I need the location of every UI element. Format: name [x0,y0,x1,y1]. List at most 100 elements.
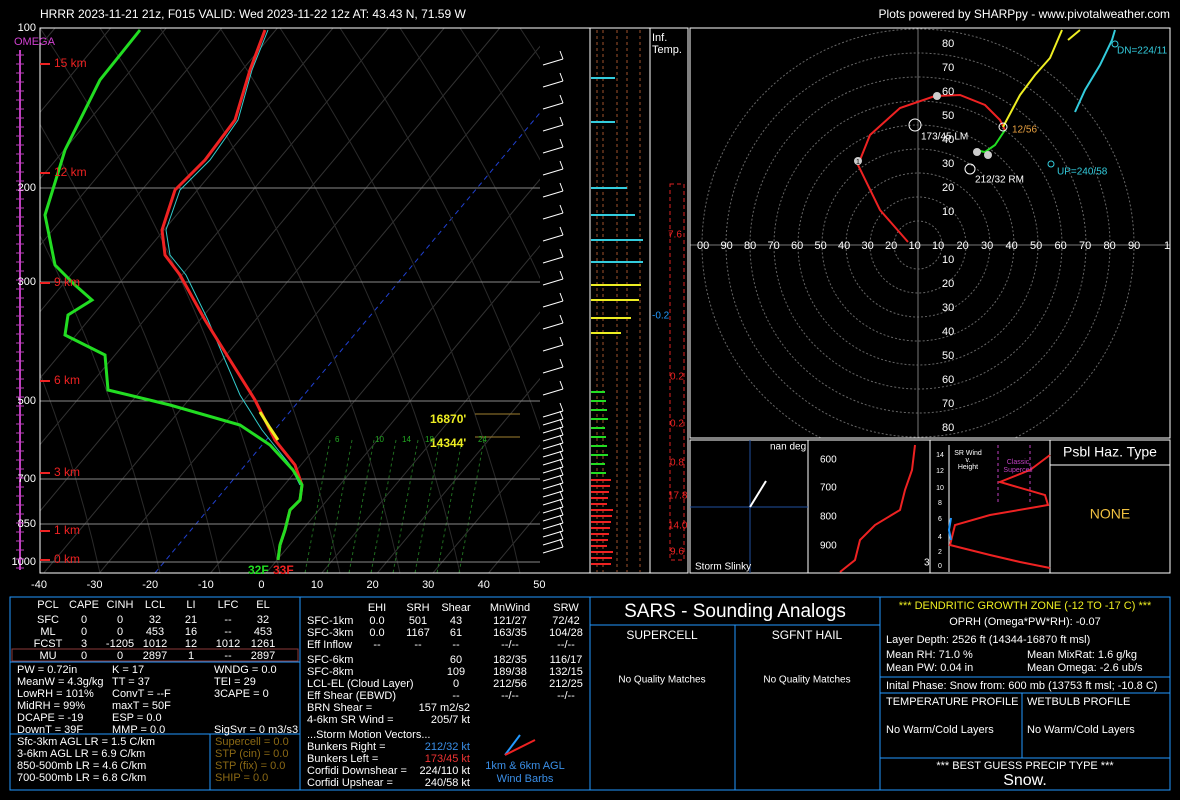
mixing-ratio [414,439,441,573]
temp-label: 10 [311,579,323,591]
surface-label: 33F [273,563,294,577]
parcel-cell: 0 [81,650,87,662]
inflow-value: 9.6 [670,547,684,558]
dgz-line: Mean PW: 0.04 in [886,662,973,674]
parcel-cell: 32 [257,614,269,626]
wind-barb [542,58,564,66]
kinematic-header: Shear [441,602,471,614]
theta-label: 700 [820,483,837,494]
wind-barb [542,450,564,458]
wind-barb [542,168,564,176]
parcel-cell: 12 [185,638,197,650]
hodo-label: 50 [942,110,954,122]
lapse-rate: Sfc-3km AGL LR = 1.5 C/km [17,736,155,748]
motion-title: ...Storm Motion Vectors... [307,729,431,741]
theta-label: 900 [820,541,837,552]
param-label: BRN Shear = [307,702,372,714]
kinematic-header: MnWind [490,602,530,614]
kinematic-cell: -- [414,639,422,651]
hodo-trace [1074,29,1116,113]
kinematic-cell: 61 [450,627,462,639]
mixing-ratio-label: 6 [335,435,340,444]
isotherm [154,112,540,573]
srwind-label: 6 [938,516,942,523]
isotherm [321,311,540,573]
wind-barb [559,226,564,236]
parcel-cell: 1 [188,650,194,662]
inflow-title: Temp. [652,44,682,56]
sars-title: SARS - Sounding Analogs [624,601,846,622]
parcel-cell: 1012 [216,638,240,650]
kinematic-cell: 104/28 [549,627,583,639]
pressure-label: 200 [18,182,36,194]
temp-label: 40 [478,579,490,591]
parcel-cell: -- [224,650,232,662]
hodo-label: 10 [942,206,954,218]
srwind-profile [947,517,952,541]
wind-barb [542,538,564,546]
virtual-temp [165,29,301,486]
motion-label: Bunkers Right = [307,741,386,753]
hodo-label: 10 [932,240,944,252]
lapse-rate: 700-500mb LR = 6.8 C/km [17,772,146,784]
inflow-value: 0.2 [670,419,684,430]
hodo-point-label: 1 [856,159,860,166]
wind-barb [559,498,564,508]
wind-barb [559,482,564,492]
hodo-label: 50 [942,350,954,362]
wind-barb [542,466,564,474]
mixing-ratio-label: 24 [478,435,487,444]
kinematic-cell: 0 [453,678,459,690]
parcel-cell: FCST [34,638,63,650]
hodo-trace [1067,29,1081,41]
hodo-point [854,157,862,165]
height-label: 9 km [54,275,80,289]
hodo-label: 60 [1055,240,1067,252]
dgz-header: TEMPERATURE PROFILE [886,696,1018,708]
theta-label: 3 [924,558,930,569]
dewpoint [43,29,304,561]
parcel-cell: 1261 [251,638,275,650]
wind-barb [559,248,564,258]
dry-adiabat [40,234,161,573]
precip-type: Snow. [1003,772,1047,789]
kinematic-cell: 43 [450,615,462,627]
theta-label: 600 [820,455,837,466]
dgz-result: No Warm/Cold Layers [1027,724,1135,736]
wind-barb [559,530,564,540]
wind-barb [542,434,564,442]
hodo-label: 50 [1030,240,1042,252]
dgz-phase: Inital Phase: Snow from: 600 mb (13753 f… [886,680,1157,692]
wind-barb [542,442,564,450]
hodo-label: 20 [942,182,954,194]
dgz-segment [258,411,280,441]
mixing-ratio [392,439,419,573]
parcel-cell: 0 [81,614,87,626]
parcel-cell: SFC [37,614,59,626]
wind-barb [542,410,564,418]
mixing-ratio [326,439,353,573]
motion-label: Corfidi Downshear = [307,765,407,777]
wind-barb [542,146,564,154]
isotherm [40,28,445,512]
mixing-ratio [304,439,331,573]
parcel-cell: 3 [81,638,87,650]
pressure-label: 500 [18,395,36,407]
parcel-cell: ML [40,626,55,638]
kinematic-cell: 163/35 [493,627,527,639]
height-label: 0 km [54,552,80,566]
hodo-annotation: UP=240/58 [1057,167,1108,178]
hodo-trace [856,93,1006,243]
kinematic-cell: 116/17 [550,654,583,666]
index: MidRH = 99% [17,700,85,712]
dgz-header: WETBULB PROFILE [1027,696,1130,708]
wind-barb [559,380,564,390]
composite: STP (cin) = 0.0 [215,748,288,760]
srwind-label: 8 [938,500,942,507]
wind-barb [559,538,564,548]
kinematic-header: SRH [406,602,429,614]
barb-icon [504,739,536,756]
wind-barb [542,498,564,506]
dgz-label: 14344' [430,436,466,450]
srwind-label: 0 [938,563,942,570]
